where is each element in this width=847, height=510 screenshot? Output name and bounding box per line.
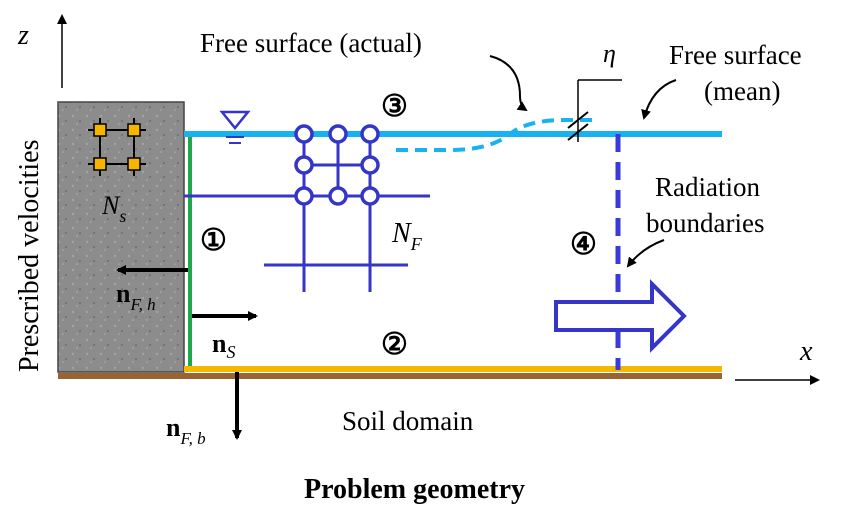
boundary-1-label: ① xyxy=(200,224,227,257)
boundary-3-label: ③ xyxy=(381,90,408,123)
fluid-node xyxy=(360,124,380,144)
z-axis-label: z xyxy=(17,20,29,51)
free-surface-mean-pointer xyxy=(641,79,677,120)
fluid-node xyxy=(360,186,380,206)
structure-node xyxy=(93,157,107,171)
fluid-node xyxy=(294,186,314,206)
fluid-node xyxy=(360,155,380,175)
free-surface-mean-label-1: Free surface xyxy=(669,40,802,70)
x-axis-label: x xyxy=(799,336,813,367)
radiation-pointer xyxy=(626,239,665,268)
free-surface-actual-pointer xyxy=(489,55,528,112)
nfh-label: nF, h xyxy=(116,279,156,314)
structure-block xyxy=(57,101,185,373)
fluid-node xyxy=(294,155,314,175)
structure-node xyxy=(127,123,141,137)
radiation-arrow-icon xyxy=(554,279,687,353)
free-surface-actual-line xyxy=(396,118,596,152)
free-surface-actual-label: Free surface (actual) xyxy=(200,28,422,58)
fluid-node xyxy=(328,186,348,206)
boundary-4-label: ④ xyxy=(570,228,597,261)
fluid-node xyxy=(328,124,348,144)
prescribed-velocities-label: Prescribed velocities xyxy=(14,140,45,372)
diagram-title: Problem geometry xyxy=(304,474,525,505)
soil-domain-label: Soil domain xyxy=(342,406,474,436)
structure-node xyxy=(127,157,141,171)
structure-node xyxy=(93,123,107,137)
fluid-mesh-nodes xyxy=(294,124,380,206)
fluid-node xyxy=(294,124,314,144)
ns-label: Ns xyxy=(101,191,126,226)
free-surface-mean-label-2: (mean) xyxy=(704,76,780,106)
ns-vector-label: nS xyxy=(212,329,235,362)
nfb-label: nF, b xyxy=(166,413,206,448)
structure-mesh xyxy=(88,118,146,176)
radiation-label-2: boundaries xyxy=(646,208,764,238)
radiation-label-1: Radiation xyxy=(655,172,760,202)
eta-label: η xyxy=(603,39,616,68)
boundary-2-label: ② xyxy=(381,328,408,361)
water-level-icon xyxy=(219,110,251,144)
nf-label: NF xyxy=(391,218,423,254)
